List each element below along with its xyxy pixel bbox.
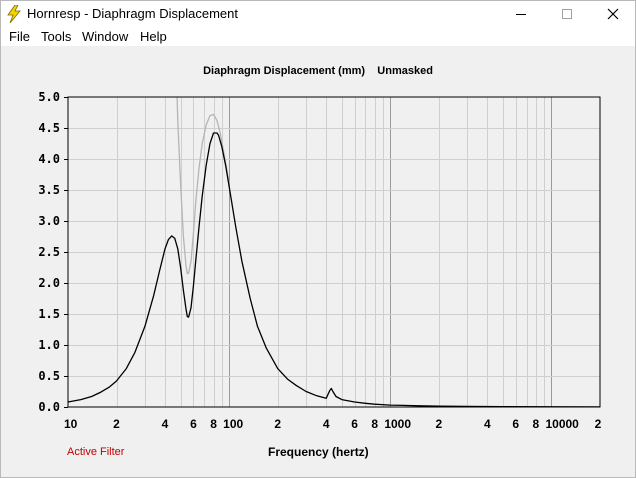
- y-tick-label: 5.0: [38, 90, 60, 104]
- window-title: Hornresp - Diaphragm Displacement: [27, 6, 238, 21]
- y-tick-label: 0.0: [38, 400, 60, 414]
- x-tick-label: 100: [223, 417, 243, 431]
- title-bar[interactable]: Hornresp - Diaphragm Displacement: [1, 1, 635, 27]
- y-tick-label: 3.0: [38, 214, 60, 228]
- x-tick-label: 8: [533, 417, 540, 431]
- chart-title: Diaphragm Displacement (mm) Unmasked: [203, 65, 433, 77]
- y-tick-label: 0.5: [38, 369, 60, 383]
- reference-series-line: [176, 96, 230, 275]
- x-tick-label: 1000: [384, 417, 411, 431]
- horizontal-grid: [68, 128, 600, 377]
- menu-help[interactable]: Help: [140, 29, 167, 44]
- y-tick-label: 4.0: [38, 152, 60, 166]
- y-tick-label: 2.5: [38, 245, 60, 259]
- x-tick-label: 2: [113, 417, 120, 431]
- minimize-icon: [516, 14, 526, 15]
- x-tick-label: 10: [64, 417, 78, 431]
- y-tick-label: 4.5: [38, 121, 60, 135]
- menu-file[interactable]: File: [9, 29, 30, 44]
- close-button[interactable]: [590, 1, 636, 27]
- x-tick-label: 4: [162, 417, 169, 431]
- x-tick-label: 2: [435, 417, 442, 431]
- chart-series: [67, 96, 601, 408]
- x-tick-label: 4: [484, 417, 491, 431]
- x-axis-label: Frequency (hertz): [268, 445, 369, 459]
- x-tick-label: 6: [351, 417, 358, 431]
- close-icon: [607, 8, 619, 20]
- maximize-button[interactable]: [544, 1, 590, 27]
- menu-bar: File Tools Window Help: [1, 27, 635, 46]
- x-tick-label: 6: [512, 417, 519, 431]
- x-tick-label: 2: [595, 417, 602, 431]
- y-tick-labels: 5.0 4.5 4.0 3.5 3.0 2.5 2.0 1.5 1.0 0.5 0.0: [38, 90, 68, 414]
- menu-window[interactable]: Window: [82, 29, 129, 44]
- y-tick-label: 2.0: [38, 276, 60, 290]
- lightning-bolt-icon: [7, 5, 21, 23]
- y-tick-label: 3.5: [38, 183, 60, 197]
- y-tick-label: 1.5: [38, 307, 60, 321]
- x-tick-label: 8: [210, 417, 217, 431]
- y-tick-label: 1.0: [38, 338, 60, 352]
- x-tick-label: 6: [190, 417, 197, 431]
- minimize-button[interactable]: [498, 1, 544, 27]
- x-tick-label: 4: [323, 417, 330, 431]
- x-tick-label: 8: [371, 417, 378, 431]
- x-tick-label: 2: [274, 417, 281, 431]
- x-tick-labels: 10 2 4 6 8 100 2 4 6 8 1000 2 4 6 8 10000 2: [64, 417, 602, 431]
- displacement-series-line: [67, 132, 601, 408]
- menu-tools[interactable]: Tools: [41, 29, 72, 44]
- maximize-icon: [562, 9, 572, 19]
- x-tick-label: 10000: [545, 417, 579, 431]
- active-filter-status: Active Filter: [67, 446, 125, 458]
